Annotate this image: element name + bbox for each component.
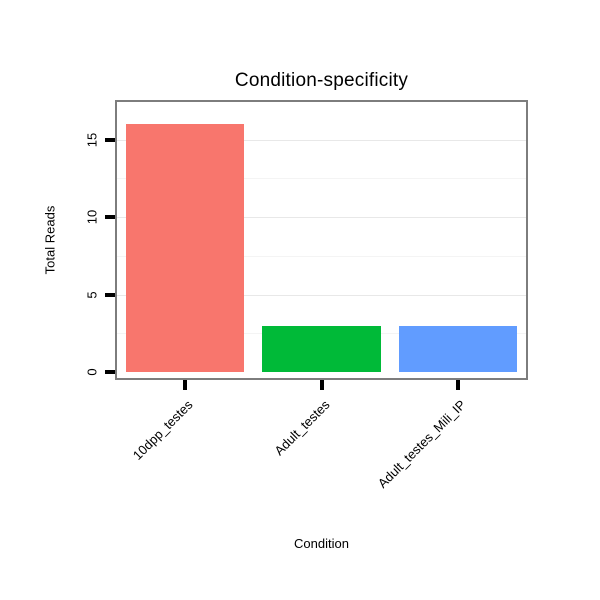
x-tick-label-10dpp_testes: 10dpp_testes: [129, 397, 196, 463]
x-tick-label-Adult_testes_Mili_IP: Adult_testes_Mili_IP: [374, 397, 469, 491]
x-tick-label-Adult_testes: Adult_testes: [270, 397, 333, 459]
gridline-major-y15: [117, 139, 526, 141]
gridline-minor-y12.5: [117, 178, 526, 180]
x-tick-Adult_testes_Mili_IP: [455, 380, 460, 390]
gridline-major-y5: [117, 294, 526, 296]
y-axis-title: Total Reads: [42, 205, 58, 275]
gridline-minor-y7.5: [117, 255, 526, 257]
bar-Adult_testes_Mili_IP: [398, 325, 518, 372]
x-axis-title: Condition: [294, 536, 349, 551]
y-tick-label-5: 5: [84, 290, 100, 299]
y-tick-label-15: 15: [84, 132, 100, 147]
gridline-major-y10: [117, 217, 526, 218]
y-tick-15: [105, 137, 115, 142]
chart-title: Condition-specificity: [234, 70, 409, 91]
plot-panel: [115, 100, 528, 380]
y-tick-10: [105, 215, 115, 219]
bar-10dpp_testes: [125, 124, 245, 372]
x-tick-Adult_testes: [319, 380, 324, 390]
y-tick-label-10: 10: [84, 209, 100, 225]
y-tick-label-0: 0: [84, 368, 100, 376]
y-tick-0: [105, 370, 115, 374]
x-tick-10dpp_testes: [183, 380, 188, 390]
bar-Adult_testes: [262, 325, 381, 372]
y-tick-5: [105, 292, 115, 297]
